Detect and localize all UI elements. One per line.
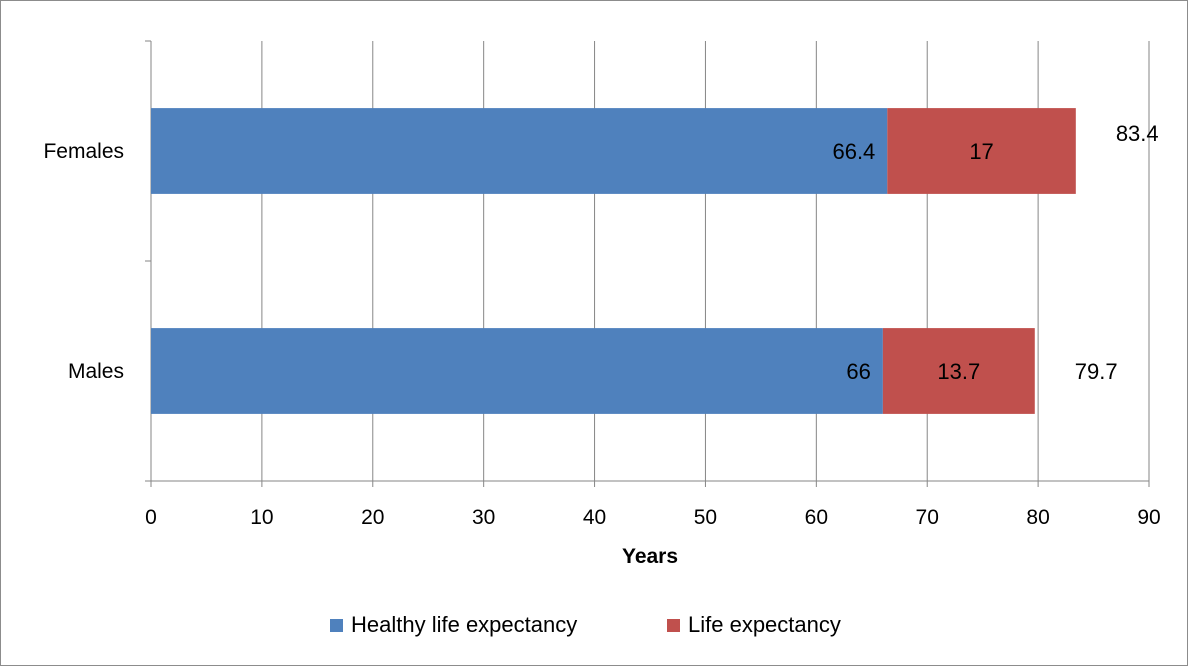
bar [887,108,1076,194]
legend-label: Healthy life expectancy [351,612,577,637]
x-tick-label: 80 [1026,506,1049,529]
x-tick-label: 60 [805,506,828,529]
x-tick-label: 30 [472,506,495,529]
x-tick-label: 40 [583,506,606,529]
legend: Healthy life expectancy Life expectancy [330,612,841,637]
legend-label: Life expectancy [688,612,841,637]
legend-swatch [330,619,343,632]
total-label: 79.7 [1075,359,1118,384]
x-tick-label: 50 [694,506,717,529]
x-tick-label: 10 [250,506,273,529]
bars [151,108,1076,414]
data-label: 13.7 [937,359,980,384]
x-tick-label: 70 [916,506,939,529]
bar [882,328,1035,414]
bar [151,328,883,414]
total-label: 83.4 [1116,121,1159,146]
gridlines [145,40,1150,487]
data-label: 66 [846,359,870,384]
axes [150,41,1149,482]
data-labels: 66.4 17 83.4 66 13.7 79.7 [832,121,1158,384]
bar [151,108,888,194]
data-label: 17 [969,139,993,164]
legend-swatch [667,619,680,632]
x-tick-label: 90 [1137,506,1160,529]
tick-labels: 0 10 20 30 40 50 60 70 80 90 Females Males [43,140,1160,529]
x-axis-title: Years [622,545,678,568]
y-category-label: Females [43,140,124,163]
data-label: 66.4 [832,139,875,164]
x-tick-label: 0 [145,506,157,529]
x-tick-label: 20 [361,506,384,529]
y-category-label: Males [68,360,124,383]
